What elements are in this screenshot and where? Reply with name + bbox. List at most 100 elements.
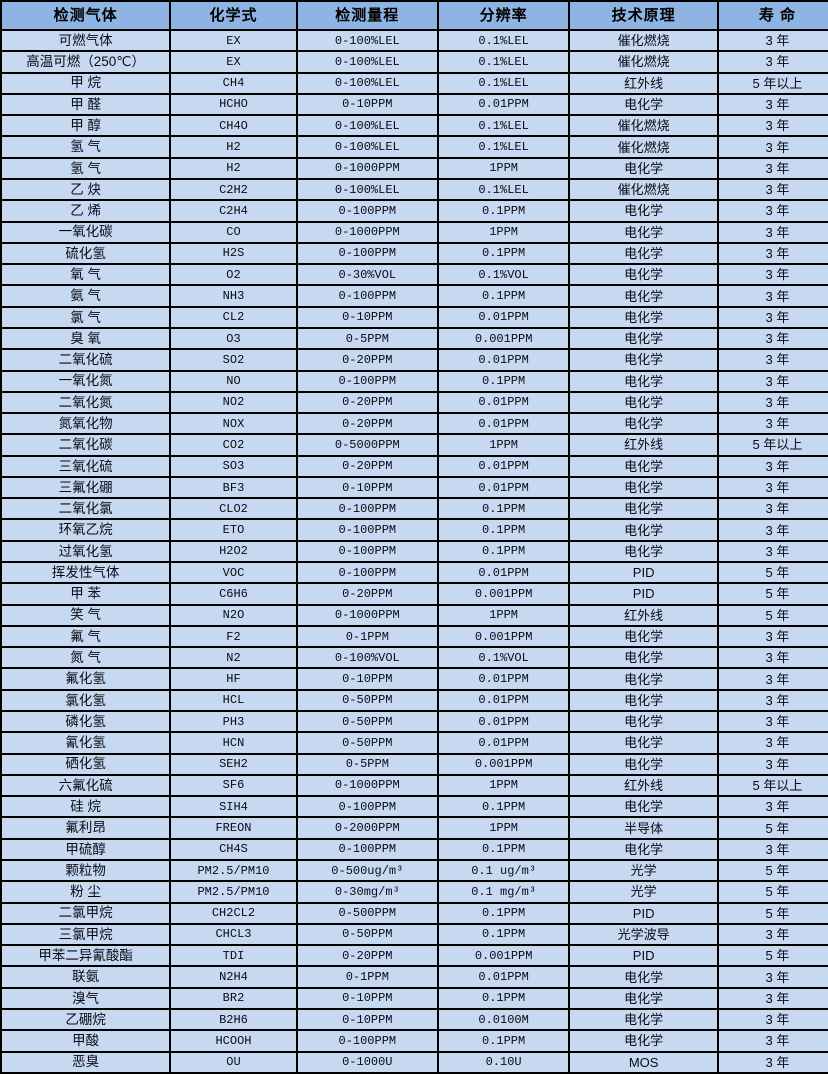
cell-formula: CH4 [171, 73, 296, 93]
cell-principle: 电化学 [570, 754, 717, 774]
cell-range: 0-10PPM [297, 307, 437, 327]
cell-principle: 电化学 [570, 371, 717, 391]
cell-formula: OU [171, 1052, 296, 1072]
cell-range: 0-10PPM [297, 477, 437, 498]
cell-gas-name: 氯化氢 [2, 690, 170, 710]
cell-gas-name: 氢 气 [2, 158, 170, 178]
cell-range: 0-5PPM [297, 328, 437, 349]
cell-gas-name: 粉 尘 [2, 882, 170, 902]
cell-principle: 红外线 [570, 73, 717, 93]
table-row: 磷化氢 PH3 0-50PPM 0.01PPM 电化学 3 年 [2, 712, 828, 732]
table-row: 二氧化氮 NO2 0-20PPM 0.01PPM 电化学 3 年 [2, 392, 828, 413]
cell-principle: 电化学 [570, 520, 717, 540]
cell-gas-name: 氟利昂 [2, 818, 170, 838]
cell-range: 0-100PPM [297, 286, 437, 306]
cell-gas-name: 二氧化碳 [2, 435, 170, 455]
cell-range: 0-20PPM [297, 456, 437, 476]
cell-principle: 电化学 [570, 712, 717, 732]
cell-resolution: 0.1%LEL [438, 31, 569, 51]
cell-gas-name: 三氯甲烷 [2, 924, 170, 945]
cell-principle: 电化学 [570, 350, 717, 370]
table-row: 甲酸 HCOOH 0-100PPM 0.1PPM 电化学 3 年 [2, 1031, 828, 1051]
cell-formula: N2O [171, 605, 296, 625]
cell-formula: HCL [171, 690, 296, 710]
cell-lifespan: 5 年以上 [718, 775, 828, 796]
cell-principle: 电化学 [570, 265, 717, 285]
cell-range: 0-100PPM [297, 797, 437, 817]
cell-lifespan: 3 年 [718, 392, 828, 413]
cell-principle: 电化学 [570, 392, 717, 413]
cell-principle: 催化燃烧 [570, 137, 717, 157]
cell-formula: CL2 [171, 307, 296, 327]
table-row: 二氧化硫 SO2 0-20PPM 0.01PPM 电化学 3 年 [2, 350, 828, 370]
cell-lifespan: 3 年 [718, 456, 828, 476]
cell-range: 0-1000PPM [297, 158, 437, 178]
cell-resolution: 0.1 mg/m³ [438, 882, 569, 902]
cell-resolution: 0.1PPM [438, 201, 569, 221]
cell-formula: FREON [171, 818, 296, 838]
cell-principle: 电化学 [570, 967, 717, 987]
cell-formula: CH4O [171, 116, 296, 136]
table-row: 可燃气体 EX 0-100%LEL 0.1%LEL 催化燃烧 3 年 [2, 31, 828, 51]
cell-resolution: 0.01PPM [438, 94, 569, 115]
cell-lifespan: 5 年 [718, 605, 828, 625]
table-row: 乙硼烷 B2H6 0-10PPM 0.0100M 电化学 3 年 [2, 1009, 828, 1030]
cell-resolution: 0.0100M [438, 1009, 569, 1030]
cell-range: 0-5PPM [297, 754, 437, 774]
cell-range: 0-50PPM [297, 712, 437, 732]
cell-range: 0-20PPM [297, 392, 437, 413]
cell-gas-name: 氮 气 [2, 648, 170, 668]
cell-lifespan: 3 年 [718, 1031, 828, 1051]
cell-resolution: 0.10U [438, 1052, 569, 1072]
cell-principle: 催化燃烧 [570, 116, 717, 136]
cell-principle: 电化学 [570, 1031, 717, 1051]
table-row: 三氟化硼 BF3 0-10PPM 0.01PPM 电化学 3 年 [2, 477, 828, 498]
cell-resolution: 0.1PPM [438, 797, 569, 817]
cell-formula: VOC [171, 563, 296, 583]
cell-formula: C2H4 [171, 201, 296, 221]
cell-principle: 电化学 [570, 328, 717, 349]
cell-range: 0-100PPM [297, 243, 437, 264]
cell-principle: 电化学 [570, 286, 717, 306]
cell-range: 0-1000PPM [297, 775, 437, 796]
cell-resolution: 0.1PPM [438, 286, 569, 306]
cell-gas-name: 可燃气体 [2, 31, 170, 51]
cell-formula: CH4S [171, 839, 296, 859]
cell-range: 0-100PPM [297, 201, 437, 221]
cell-formula: EX [171, 52, 296, 72]
cell-principle: 电化学 [570, 648, 717, 668]
cell-formula: HCOOH [171, 1031, 296, 1051]
column-header-lifespan: 寿 命 [718, 2, 828, 29]
cell-resolution: 0.1PPM [438, 371, 569, 391]
table-row: 三氧化硫 SO3 0-20PPM 0.01PPM 电化学 3 年 [2, 456, 828, 476]
cell-formula: SO2 [171, 350, 296, 370]
cell-lifespan: 3 年 [718, 286, 828, 306]
cell-lifespan: 3 年 [718, 797, 828, 817]
table-row: 高温可燃（250℃） EX 0-100%LEL 0.1%LEL 催化燃烧 3 年 [2, 52, 828, 72]
cell-resolution: 0.1%LEL [438, 137, 569, 157]
cell-resolution: 0.01PPM [438, 563, 569, 583]
table-row: 恶臭 OU 0-1000U 0.10U MOS 3 年 [2, 1052, 828, 1072]
cell-lifespan: 3 年 [718, 477, 828, 498]
table-row: 六氟化硫 SF6 0-1000PPM 1PPM 红外线 5 年以上 [2, 775, 828, 796]
cell-resolution: 0.01PPM [438, 307, 569, 327]
cell-resolution: 0.01PPM [438, 456, 569, 476]
cell-range: 0-100PPM [297, 520, 437, 540]
table-row: 氯化氢 HCL 0-50PPM 0.01PPM 电化学 3 年 [2, 690, 828, 710]
cell-principle: 电化学 [570, 307, 717, 327]
cell-formula: F2 [171, 626, 296, 647]
table-row: 笑 气 N2O 0-1000PPM 1PPM 红外线 5 年 [2, 605, 828, 625]
cell-resolution: 0.1%LEL [438, 116, 569, 136]
cell-lifespan: 3 年 [718, 243, 828, 264]
cell-range: 0-100%LEL [297, 116, 437, 136]
cell-formula: H2 [171, 137, 296, 157]
cell-range: 0-20PPM [297, 584, 437, 604]
table-header-row: 检测气体 化学式 检测量程 分辨率 技术原理 寿 命 [2, 2, 828, 29]
cell-range: 0-10PPM [297, 988, 437, 1008]
cell-range: 0-1000U [297, 1052, 437, 1072]
cell-principle: 电化学 [570, 690, 717, 710]
table-row: 乙 烯 C2H4 0-100PPM 0.1PPM 电化学 3 年 [2, 201, 828, 221]
cell-range: 0-100PPM [297, 563, 437, 583]
cell-formula: TDI [171, 946, 296, 966]
cell-gas-name: 环氧乙烷 [2, 520, 170, 540]
